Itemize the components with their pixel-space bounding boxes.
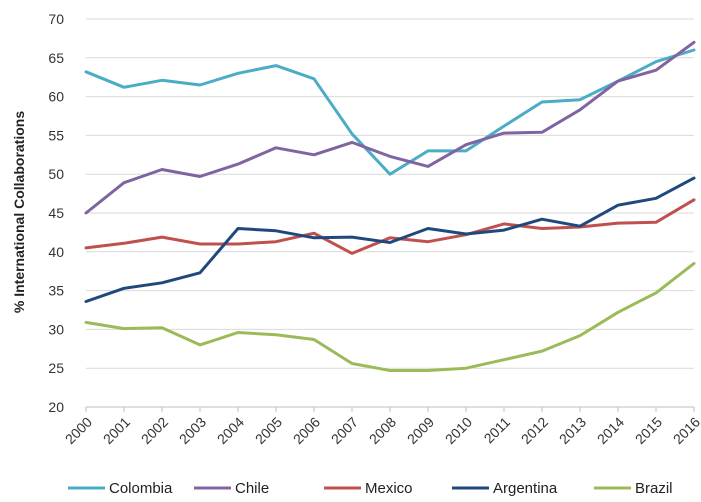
- legend-item-colombia: Colombia: [68, 480, 173, 497]
- x-tick-label: 2007: [328, 414, 361, 447]
- y-tick-label: 35: [48, 283, 64, 299]
- legend-item-mexico: Mexico: [324, 480, 413, 497]
- series-line-mexico: [84, 198, 696, 255]
- x-tick-label: 2008: [366, 414, 399, 447]
- x-tick-label: 2004: [214, 414, 247, 447]
- y-axis-ticks: 20 25 30 35 40 45 50 55 60 65 70: [48, 11, 64, 415]
- x-tick-label: 2002: [138, 414, 171, 447]
- y-axis-label: % International Collaborations: [11, 111, 27, 313]
- series-line-colombia: [84, 48, 696, 176]
- legend: Colombia Chile Mexico Argentina Brazil: [68, 480, 673, 497]
- x-tick-label: 2012: [518, 414, 551, 447]
- y-tick-label: 65: [48, 50, 64, 66]
- series-line-chile: [84, 40, 696, 215]
- legend-label: Argentina: [493, 480, 558, 497]
- x-tick-label: 2009: [404, 414, 437, 447]
- x-tick-label: 2015: [632, 414, 665, 447]
- y-tick-label: 60: [48, 89, 64, 105]
- y-tick-label: 55: [48, 127, 64, 143]
- x-tick-label: 2000: [62, 414, 95, 447]
- x-tick-label: 2003: [176, 414, 209, 447]
- legend-label: Mexico: [365, 480, 413, 497]
- x-tick-label: 2011: [481, 414, 514, 447]
- legend-item-brazil: Brazil: [594, 480, 673, 497]
- x-tick-label: 2006: [290, 414, 323, 447]
- series-line-argentina: [84, 176, 696, 303]
- grid-lines: [86, 18, 694, 369]
- y-tick-label: 40: [48, 244, 64, 260]
- legend-item-argentina: Argentina: [452, 480, 558, 497]
- legend-label: Brazil: [635, 480, 673, 497]
- legend-item-chile: Chile: [194, 480, 269, 497]
- x-tick-label: 2001: [100, 414, 133, 447]
- y-tick-label: 50: [48, 166, 64, 182]
- series-lines: [84, 40, 696, 372]
- legend-label: Chile: [235, 480, 269, 497]
- y-tick-label: 30: [48, 321, 64, 337]
- y-tick-label: 70: [48, 11, 64, 27]
- legend-label: Colombia: [109, 480, 173, 497]
- y-tick-label: 25: [48, 360, 64, 376]
- x-tick-label: 2014: [594, 414, 627, 447]
- x-axis-ticks: 2000 2001 2002 2003 2004 2005 2006 2007 2008 2009…: [62, 407, 701, 447]
- x-tick-label: 2013: [556, 414, 589, 447]
- series-line-brazil: [84, 261, 696, 372]
- y-tick-label: 45: [48, 205, 64, 221]
- x-tick-label: 2010: [442, 414, 475, 447]
- x-tick-label: 2005: [252, 414, 285, 447]
- y-tick-label: 20: [48, 399, 64, 415]
- x-tick-label: 2016: [670, 414, 701, 447]
